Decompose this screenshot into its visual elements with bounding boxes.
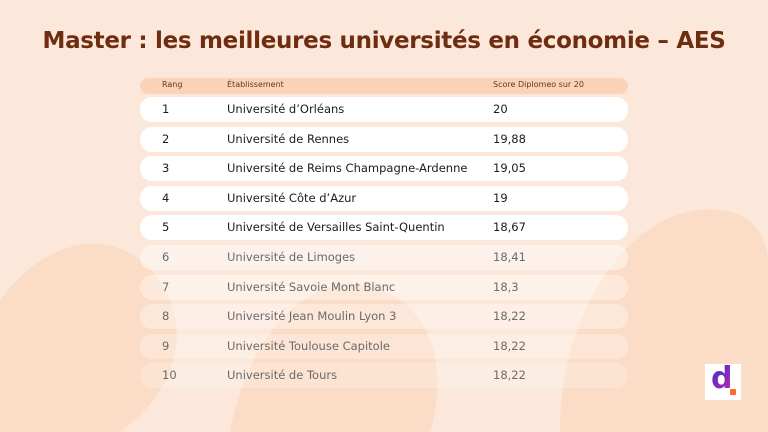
table-cell: Université de Reims Champagne-Ardenne: [227, 161, 468, 176]
table-cell: 1: [162, 102, 170, 116]
table-cell: 3: [162, 161, 170, 176]
table-cell: Université d’Orléans: [227, 102, 345, 116]
table-row: 10 Université de Tours 18,22: [140, 363, 628, 389]
column-header: Rang: [162, 80, 183, 89]
table-cell: 18,41: [493, 250, 526, 264]
table-cell: 18,3: [493, 279, 519, 294]
table-cell: 20: [493, 102, 508, 116]
table-row: 6 Université de Limoges 18,41: [140, 245, 628, 270]
table-cell: 2: [162, 131, 170, 146]
table-cell: 5: [162, 220, 170, 235]
column-header: Établissement: [227, 80, 284, 89]
table-row: 9 Université Toulouse Capitole 18,22: [140, 333, 628, 359]
table-cell: 18,22: [493, 368, 526, 383]
table-row: 7 Université Savoie Mont Blanc 18,3: [140, 274, 628, 300]
table-row: 2 Université de Rennes 19,88: [140, 126, 628, 152]
table-cell: 8: [162, 309, 170, 324]
page-title: Master : les meilleures universités en é…: [42, 28, 726, 54]
table-cell: 9: [162, 338, 170, 353]
table-cell: 18,22: [493, 309, 526, 324]
table-cell: 19,05: [493, 161, 526, 176]
table-cell: Université Jean Moulin Lyon 3: [227, 309, 397, 324]
table-row: 3 Université de Reims Champagne-Ardenne 19…: [140, 156, 628, 182]
column-header: Score Diplomeo sur 20: [493, 80, 584, 89]
table-cell: 6: [162, 250, 170, 264]
logo-text: d: [711, 361, 733, 396]
table-cell: Université de Limoges: [227, 250, 356, 264]
table-cell: Université de Rennes: [227, 131, 350, 146]
table-cell: Université de Tours: [227, 368, 338, 383]
table-header: Rang Établissement Score Diplomeo sur 20: [140, 78, 628, 94]
table-cell: 19: [493, 190, 508, 205]
logo: d: [705, 361, 741, 400]
table-cell: Université Savoie Mont Blanc: [227, 279, 396, 294]
table-row: 1 Université d’Orléans 20: [140, 97, 628, 122]
table-cell: 7: [162, 279, 170, 294]
table-row: 4 Université Côte d’Azur 19: [140, 185, 628, 211]
table-cell: Université Toulouse Capitole: [227, 338, 390, 353]
table-cell: 18,22: [493, 338, 526, 353]
table-cell: 10: [162, 368, 177, 383]
table-row: 5 Université de Versailles Saint-Quentin 1…: [140, 215, 628, 241]
table-cell: 18,67: [493, 220, 526, 235]
table-cell: 19,88: [493, 131, 526, 146]
table-cell: Université Côte d’Azur: [227, 190, 357, 205]
table-cell: 4: [162, 190, 170, 205]
table-row: 8 Université Jean Moulin Lyon 3 18,22: [140, 304, 628, 330]
table-cell: Université de Versailles Saint-Quentin: [227, 220, 445, 235]
